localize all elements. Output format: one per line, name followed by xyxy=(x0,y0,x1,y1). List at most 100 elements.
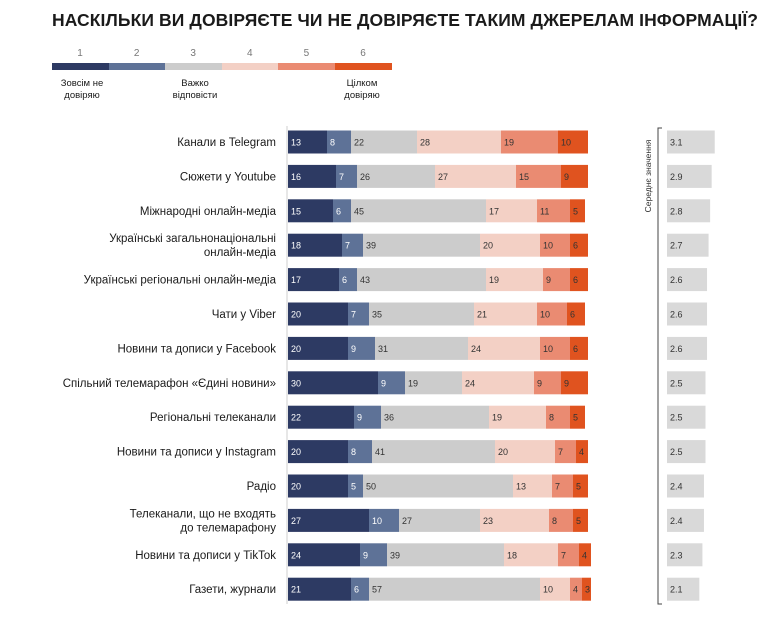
average-column-title: Середнє значення xyxy=(643,139,653,212)
segment-label: 9 xyxy=(546,275,551,285)
average-label: 3.1 xyxy=(670,138,683,148)
bar-segment xyxy=(288,577,351,601)
category-label: Українські загальнонаціональні онлайн-мед… xyxy=(109,233,276,259)
bar-segment xyxy=(537,302,567,326)
segment-label: 50 xyxy=(366,482,376,492)
bar-segment xyxy=(561,164,588,188)
bar-segment xyxy=(372,440,495,464)
bar-segment xyxy=(405,371,462,395)
segment-label: 9 xyxy=(564,378,569,388)
bar-segment xyxy=(567,302,585,326)
bar-segment xyxy=(462,371,534,395)
average-bracket xyxy=(657,127,662,605)
segment-label: 45 xyxy=(354,206,364,216)
bar-segment xyxy=(570,336,588,360)
segment-label: 8 xyxy=(351,447,356,457)
bar-segment xyxy=(570,233,588,257)
average-bar xyxy=(667,474,704,498)
bar-segment xyxy=(570,268,588,292)
average-label: 2.3 xyxy=(670,550,683,560)
segment-label: 18 xyxy=(291,241,301,251)
segment-label: 26 xyxy=(360,172,370,182)
segment-label: 9 xyxy=(351,344,356,354)
legend-swatch-4 xyxy=(221,63,279,70)
legend-label-high: Цілком довіряю xyxy=(344,78,380,101)
bar-segment xyxy=(543,268,570,292)
segment-label: 57 xyxy=(372,585,382,595)
bar-segment xyxy=(549,508,573,532)
bar-segment xyxy=(378,371,405,395)
bar-segment xyxy=(558,130,588,154)
segment-label: 20 xyxy=(498,447,508,457)
segment-label: 7 xyxy=(558,447,563,457)
segment-label: 9 xyxy=(564,172,569,182)
average-bar xyxy=(667,268,708,292)
segment-label: 6 xyxy=(570,310,575,320)
legend-number-1: 1 xyxy=(77,48,83,59)
segment-label: 16 xyxy=(291,172,301,182)
bar-segment xyxy=(417,130,501,154)
bar-segment xyxy=(348,474,363,498)
segment-label: 9 xyxy=(357,413,362,423)
segment-label: 8 xyxy=(552,516,557,526)
bar-segment xyxy=(576,440,588,464)
segment-label: 43 xyxy=(360,275,370,285)
bar-segment xyxy=(348,302,369,326)
bar-segment xyxy=(540,577,570,601)
category-label: Новини та дописи у Facebook xyxy=(117,343,276,355)
bar-segment xyxy=(546,405,570,429)
segment-label: 21 xyxy=(291,585,301,595)
segment-label: 30 xyxy=(291,378,301,388)
segment-label: 27 xyxy=(402,516,412,526)
bar-segment xyxy=(357,268,486,292)
bar-segment xyxy=(468,336,540,360)
average-bar xyxy=(667,233,709,257)
bar-segment xyxy=(288,268,339,292)
segment-label: 6 xyxy=(354,585,359,595)
bar-segment xyxy=(369,577,540,601)
average-label: 2.6 xyxy=(670,344,683,354)
segment-label: 13 xyxy=(516,482,526,492)
average-bar xyxy=(667,336,708,360)
segment-label: 23 xyxy=(483,516,493,526)
bar-segment xyxy=(480,508,549,532)
legend-number-3: 3 xyxy=(190,48,196,59)
segment-label: 6 xyxy=(336,206,341,216)
segment-label: 11 xyxy=(540,206,549,216)
bar-segment xyxy=(351,577,369,601)
bar-segment xyxy=(561,371,588,395)
segment-label: 17 xyxy=(489,206,499,216)
segment-label: 17 xyxy=(291,275,301,285)
segment-label: 10 xyxy=(543,241,553,251)
bar-segment xyxy=(513,474,552,498)
segment-label: 27 xyxy=(291,516,301,526)
average-bar xyxy=(667,543,703,567)
average-bar xyxy=(667,577,700,601)
segment-label: 9 xyxy=(381,378,386,388)
average-label: 2.6 xyxy=(670,275,683,285)
average-label: 2.9 xyxy=(670,172,683,182)
average-label: 2.4 xyxy=(670,482,683,492)
bar-segment xyxy=(489,405,546,429)
bar-segment xyxy=(288,233,342,257)
legend-swatch-6 xyxy=(335,63,392,70)
bar-segment xyxy=(363,474,513,498)
bar-segment xyxy=(552,474,573,498)
category-label: Новини та дописи у TikTok xyxy=(135,550,276,562)
category-label: Телеканали, що не входять до телемарафону xyxy=(130,508,277,534)
bar-segment xyxy=(570,577,582,601)
legend-swatch-1 xyxy=(52,63,109,70)
segment-label: 21 xyxy=(477,310,487,320)
bar-segment xyxy=(288,371,378,395)
segment-label: 5 xyxy=(576,482,581,492)
legend-number-5: 5 xyxy=(303,48,310,59)
category-label: Новини та дописи у Instagram xyxy=(117,447,276,459)
average-bar xyxy=(667,130,715,154)
segment-label: 19 xyxy=(408,378,418,388)
bar-segment xyxy=(369,508,399,532)
segment-label: 19 xyxy=(504,138,514,148)
average-bar xyxy=(667,302,708,326)
bar-segment xyxy=(558,543,579,567)
bar-segment xyxy=(435,164,516,188)
